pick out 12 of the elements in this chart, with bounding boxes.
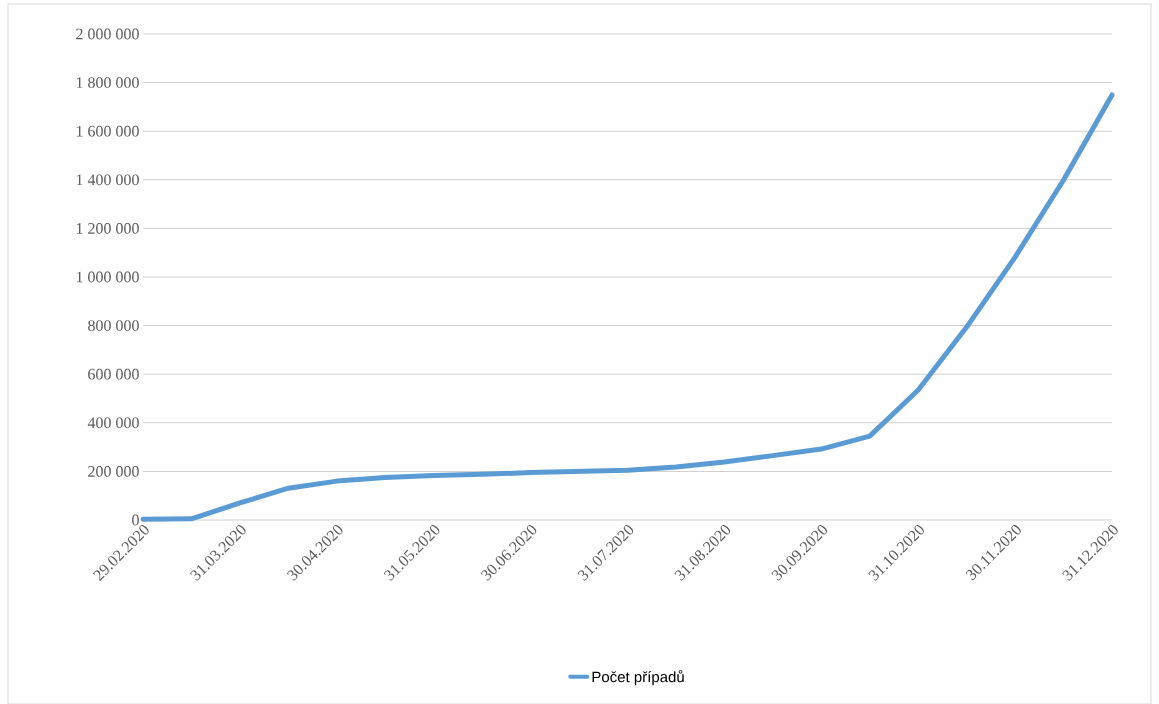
y-tick-label: 800 000 [88, 320, 139, 331]
y-tick-label: 1 400 000 [76, 174, 139, 186]
y-tick-label: 1 000 000 [76, 271, 139, 283]
legend-label: Počet případů [592, 670, 684, 686]
y-tick-label: 200 000 [88, 466, 139, 477]
y-tick-label: 1 800 000 [76, 77, 139, 88]
y-tick-label: 600 000 [88, 368, 139, 380]
y-tick-label: 400 000 [87, 417, 139, 429]
y-tick-label: 2 000 000 [76, 28, 139, 40]
y-tick-label: 1 200 000 [76, 223, 139, 234]
y-tick-label: 1 600 000 [76, 125, 139, 137]
y-tick-label: 0 [132, 514, 139, 526]
